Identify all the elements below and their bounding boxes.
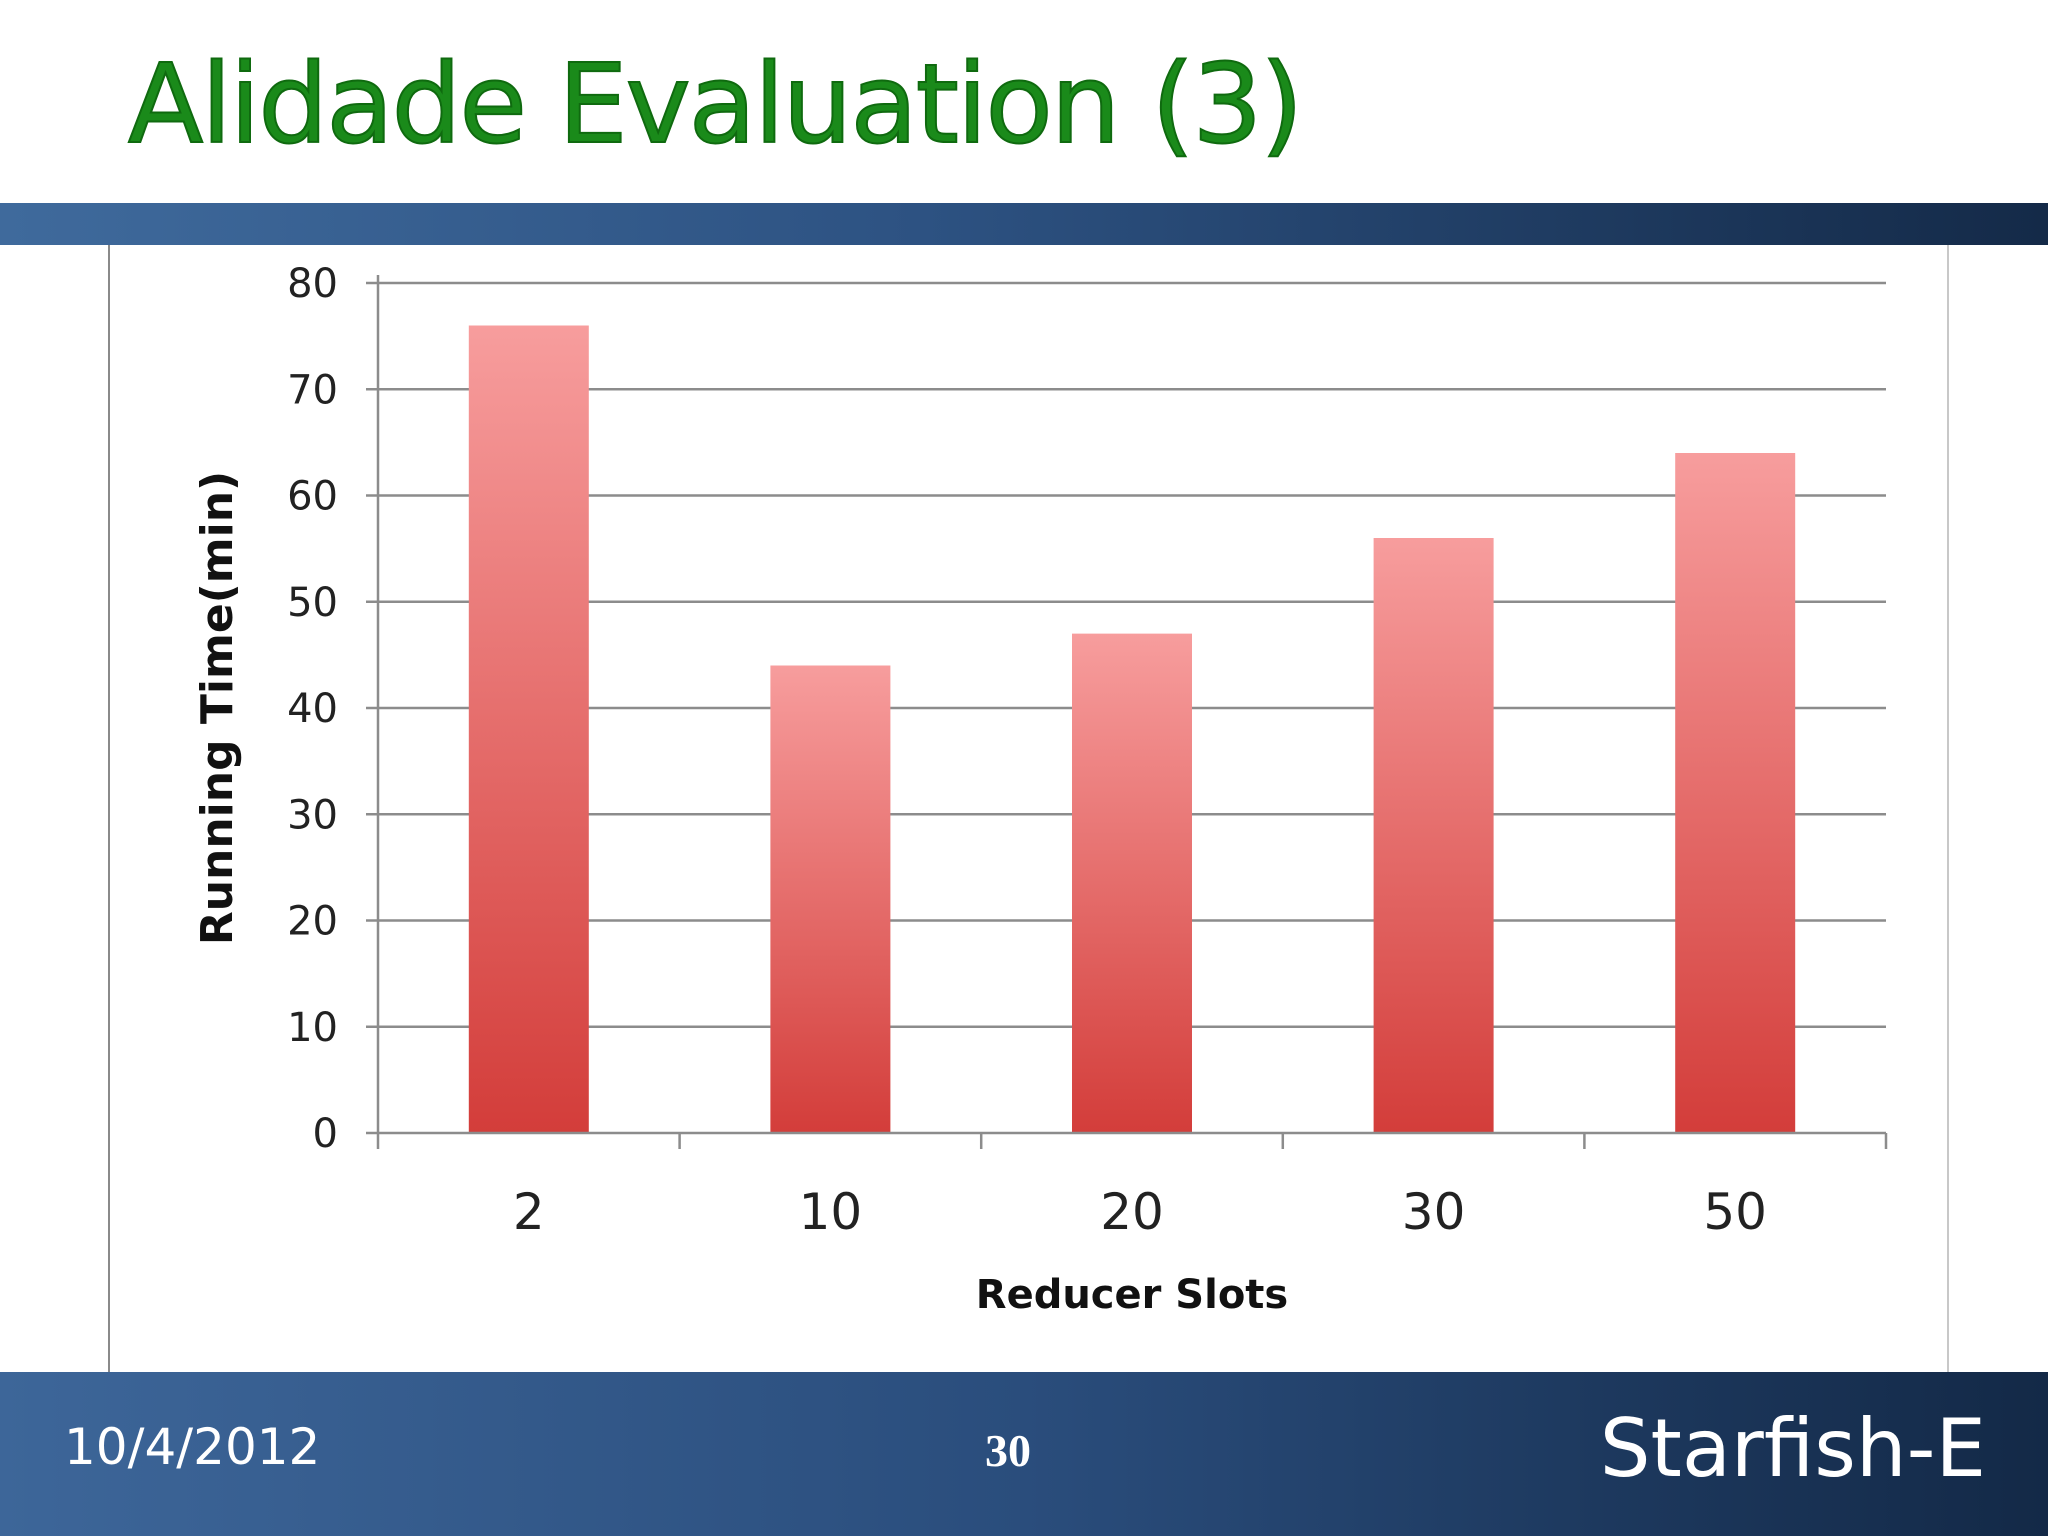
- chart-frame: 0 10 20 30 40 50 60 70 80 2 10 20 30 50 Running Time…: [108, 245, 1949, 1372]
- y-tick-label: 20: [287, 899, 338, 945]
- bar-50: [1675, 453, 1796, 1133]
- title-divider-band: [0, 203, 2048, 245]
- y-axis-label: Running Time(min): [192, 471, 243, 945]
- bar-chart: 0 10 20 30 40 50 60 70 80 2 10 20 30 50 Running Time…: [192, 261, 1888, 1318]
- slide-title: Alidade Evaluation (3): [127, 39, 1304, 169]
- footer-brand: Starfish-E: [1599, 1402, 1986, 1495]
- bar-2: [468, 325, 589, 1133]
- bars: [468, 325, 1796, 1133]
- footer-date: 10/4/2012: [64, 1418, 321, 1476]
- bar-30: [1373, 538, 1494, 1133]
- y-tick-label: 70: [287, 367, 338, 413]
- x-tick-label: 20: [1100, 1183, 1164, 1241]
- bar-10: [770, 665, 891, 1133]
- footer-band: [0, 1372, 2048, 1536]
- y-tick-labels: 0 10 20 30 40 50 60 70 80: [287, 261, 338, 1157]
- x-axis-label: Reducer Slots: [976, 1272, 1288, 1318]
- y-tick-label: 40: [287, 686, 338, 732]
- x-tick-label: 10: [799, 1183, 863, 1241]
- y-tick-label: 0: [313, 1111, 338, 1157]
- x-tick-label: 30: [1402, 1183, 1466, 1241]
- x-tick-labels: 2 10 20 30 50: [513, 1183, 1767, 1241]
- y-tick-label: 80: [287, 261, 338, 307]
- x-tick-label: 50: [1703, 1183, 1767, 1241]
- y-tick-label: 50: [287, 580, 338, 626]
- bar-20: [1072, 633, 1192, 1133]
- y-tick-label: 30: [287, 792, 338, 838]
- x-tick-label: 2: [513, 1183, 545, 1241]
- y-tick-label: 10: [287, 1005, 338, 1051]
- axes: [376, 275, 1886, 1135]
- y-tick-label: 60: [287, 474, 338, 520]
- page-number: 30: [985, 1425, 1031, 1476]
